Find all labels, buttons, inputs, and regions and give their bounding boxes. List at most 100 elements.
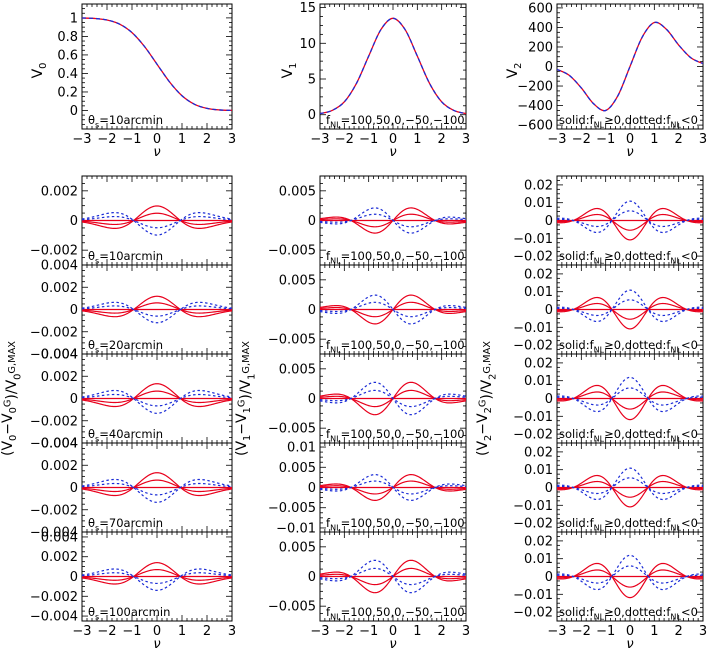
panel-lines (82, 205, 232, 236)
series-fnl--100 (82, 301, 232, 324)
panel-lines (82, 383, 232, 414)
y-tick-label: 0.005 (279, 461, 316, 476)
x-tick-label: −1 (596, 624, 615, 639)
x-tick-label: −3 (547, 624, 566, 639)
panel-annotation: θs=20arcmin (88, 338, 163, 354)
y-tick-label: 400 (528, 21, 553, 36)
y-tick-label: −0.004 (30, 437, 78, 452)
top-series-dashed (320, 17, 466, 115)
panel-annotation: θs=40arcmin (88, 427, 163, 443)
y-tick-label: −0.01 (513, 499, 553, 514)
x-tick-label: 2 (438, 624, 446, 639)
y-tick-label: −400 (517, 99, 553, 114)
x-tick-label: 1 (413, 132, 421, 147)
series-fnl--100 (557, 289, 703, 323)
y-tick-label: 0.01 (524, 285, 553, 300)
top-annotation: θs=10arcmin (88, 113, 163, 129)
panel-lines (82, 295, 232, 324)
x-tick-label: −2 (572, 132, 591, 147)
y-tick-label: −0.004 (30, 348, 78, 363)
x-tick-label: −3 (310, 132, 329, 147)
y-tick-label: 0.002 (41, 370, 78, 385)
x-tick-label: −2 (335, 624, 354, 639)
top-series-dashed (557, 21, 703, 112)
y-tick-label: 5 (308, 73, 316, 88)
x-tick-label: 0 (626, 624, 634, 639)
top-y-axis-label: V2​ (505, 63, 524, 79)
y-tick-label: 0.005 (279, 184, 316, 199)
panel-annotation: θs=10arcmin (88, 249, 163, 265)
y-tick-label: 0 (308, 108, 316, 123)
y-tick-label: 0 (545, 570, 553, 585)
panel-lines (82, 562, 232, 591)
y-tick-label: 0 (545, 392, 553, 407)
series-fnl-50 (82, 212, 232, 226)
y-tick-label: −0.004 (30, 610, 78, 625)
x-tick-label: −3 (310, 624, 329, 639)
panel-2-1: −0.005 0 0.005 fNL=100,50,0,−50,−100 (268, 175, 467, 266)
y-tick-label: 0.004 (41, 348, 78, 363)
series-fnl-50 (82, 302, 232, 314)
x-axis-label: ν (153, 637, 160, 652)
y-tick-label: 0.002 (41, 550, 78, 565)
panel-lines (557, 376, 703, 421)
top-annotation: fNL=100,50,0,−50,−100 (326, 113, 465, 129)
y-tick-label: 0.002 (41, 184, 78, 199)
series-fnl--50 (82, 482, 232, 496)
y-tick-label: 0.002 (41, 281, 78, 296)
top-series-solid (320, 17, 466, 115)
series-fnl--50 (320, 301, 466, 318)
series-fnl--100 (557, 554, 703, 591)
series-fnl-100 (82, 562, 232, 585)
y-tick-label: 0.01 (524, 552, 553, 567)
panel-2-2: −0.005 0 0.005 fNL=100,50,0,−50,−100 (268, 264, 467, 355)
panel-lines (557, 289, 703, 330)
y-tick-label: −0.01 (513, 232, 553, 247)
panel-annotation: solid:fNL≥0,dotted:fNL<0 (559, 605, 698, 621)
y-tick-label: −0.002 (30, 244, 78, 259)
x-tick-label: −3 (72, 624, 91, 639)
x-tick-label: 2 (438, 132, 446, 147)
x-tick-label: −2 (572, 624, 591, 639)
panel-lines (82, 472, 232, 503)
series-fnl-50 (557, 213, 703, 231)
y-tick-label: 0.8 (57, 30, 78, 45)
y-tick-label: 0.6 (57, 48, 78, 63)
series-fnl--100 (557, 467, 703, 501)
y-tick-label: 0 (545, 60, 553, 75)
y-tick-label: 0.02 (524, 445, 553, 460)
top-series-solid (557, 21, 703, 112)
y-tick-label: −0.004 (30, 526, 78, 541)
column-3: −3−2−10123ν−600−400−2000200400600V2​soli… (475, 1, 707, 652)
panel-lines (320, 381, 466, 416)
y-tick-label: −0.005 (268, 244, 316, 259)
panel-annotation: solid:fNL≥0,dotted:fNL<0 (559, 249, 698, 265)
y-tick-label: 0.005 (279, 362, 316, 377)
x-tick-label: −1 (359, 624, 378, 639)
series-fnl-100 (557, 474, 703, 508)
series-fnl-100 (557, 207, 703, 241)
x-axis-label: ν (389, 145, 396, 160)
x-tick-label: 0 (389, 624, 397, 639)
y-tick-label: 0.01 (524, 196, 553, 211)
series-fnl--100 (320, 473, 466, 502)
series-fnl-50 (82, 479, 232, 493)
x-axis-label: ν (626, 145, 633, 160)
x-tick-label: 3 (462, 624, 470, 639)
y-tick-label: 0 (308, 570, 316, 585)
panel-2-5: −3 −2 −1 0 1 2 3 ν −0.005 0 0.005 fNL=100,50,0,−50,… (268, 531, 470, 652)
panel-2-3: −0.005 0 0.005 fNL=100,50,0,−50,−100 (268, 353, 467, 444)
series-fnl-50 (82, 390, 232, 404)
y-tick-label: 0.01 (524, 374, 553, 389)
y-tick-label: −600 (517, 119, 553, 134)
panel-annotation: θs=70arcmin (88, 516, 163, 532)
x-tick-label: 0 (389, 132, 397, 147)
y-tick-label: −0.02 (513, 428, 553, 443)
series-fnl-100 (82, 205, 232, 229)
y-tick-label: 0.02 (524, 356, 553, 371)
y-tick-label: −0.005 (268, 501, 316, 516)
top-lines (557, 21, 703, 112)
series-fnl--50 (557, 477, 703, 495)
x-tick-label: −3 (547, 132, 566, 147)
x-tick-label: −1 (122, 624, 141, 639)
